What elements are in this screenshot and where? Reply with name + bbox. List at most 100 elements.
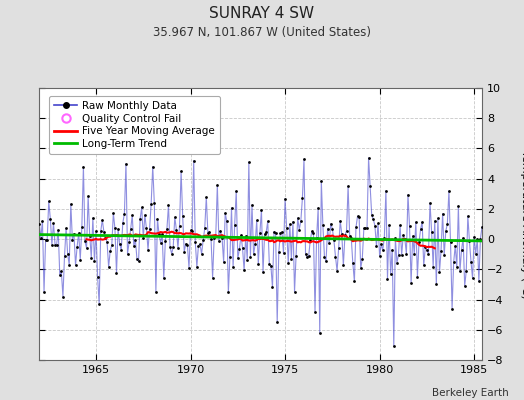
Point (220, 259, 228, 265)
Point (396, 222, 405, 228)
Point (260, 231, 269, 237)
Point (418, 218, 427, 225)
Point (431, 218, 439, 224)
Point (180, 248, 189, 255)
Point (273, 319, 281, 326)
Point (439, 210, 447, 217)
Point (79, 163, 88, 170)
Point (417, 226, 425, 232)
Point (158, 231, 167, 238)
Point (423, 247, 431, 253)
Point (278, 229, 286, 235)
Point (424, 251, 433, 257)
Point (443, 221, 452, 227)
Point (314, 205, 322, 211)
Text: Berkeley Earth: Berkeley Earth (432, 388, 508, 398)
Point (109, 210, 117, 216)
Point (259, 268, 267, 275)
Point (254, 260, 263, 267)
Point (301, 251, 310, 258)
Point (465, 237, 474, 244)
Point (290, 289, 299, 295)
Point (89, 215, 97, 221)
Legend: Raw Monthly Data, Quality Control Fail, Five Year Moving Average, Long-Term Tren: Raw Monthly Data, Quality Control Fail, … (49, 96, 220, 154)
Point (276, 230, 285, 236)
Point (426, 200, 434, 206)
Point (284, 260, 292, 266)
Point (60, 253, 69, 260)
Point (275, 249, 283, 256)
Point (472, 250, 480, 257)
Point (315, 330, 324, 336)
Point (399, 232, 408, 238)
Point (95, 301, 103, 307)
Point (303, 254, 311, 260)
Point (213, 182, 222, 188)
Point (209, 274, 217, 281)
Point (434, 215, 442, 222)
Point (320, 254, 329, 260)
Point (359, 225, 368, 232)
Point (56, 272, 64, 278)
Point (385, 222, 393, 228)
Point (38, 218, 47, 224)
Point (331, 254, 340, 260)
Point (339, 262, 347, 268)
Point (142, 225, 150, 232)
Point (386, 270, 395, 277)
Point (182, 240, 190, 247)
Point (363, 225, 371, 232)
Point (161, 238, 170, 244)
Point (145, 225, 154, 232)
Point (264, 218, 272, 224)
Point (131, 237, 139, 243)
Point (45, 198, 53, 204)
Point (185, 264, 193, 271)
Point (90, 258, 99, 264)
Point (470, 234, 478, 240)
Point (144, 246, 152, 253)
Point (295, 226, 303, 233)
Point (306, 237, 314, 243)
Point (462, 268, 471, 274)
Point (297, 218, 305, 224)
Point (104, 264, 113, 270)
Point (125, 239, 133, 246)
Point (84, 193, 92, 199)
Point (234, 255, 242, 262)
Point (188, 228, 196, 234)
Point (348, 260, 357, 266)
Point (204, 230, 212, 236)
Point (126, 226, 135, 232)
Point (245, 159, 253, 165)
Point (101, 235, 110, 241)
Point (337, 231, 346, 238)
Point (265, 261, 274, 267)
Point (199, 237, 208, 244)
Point (468, 275, 477, 282)
Point (160, 275, 168, 282)
Point (235, 246, 244, 253)
Point (372, 243, 380, 249)
Point (49, 220, 58, 226)
Point (445, 188, 453, 194)
Point (93, 274, 102, 280)
Point (248, 202, 256, 208)
Point (98, 217, 106, 223)
Point (198, 251, 206, 257)
Point (35, 221, 43, 227)
Point (183, 242, 192, 248)
Point (361, 225, 369, 232)
Point (123, 250, 132, 257)
Point (271, 230, 280, 236)
Point (240, 267, 248, 274)
Point (251, 241, 259, 248)
Point (282, 225, 291, 231)
Point (304, 252, 313, 259)
Point (140, 212, 149, 218)
Point (415, 239, 423, 246)
Point (46, 215, 54, 222)
Point (435, 269, 444, 276)
Point (169, 244, 178, 250)
Point (262, 229, 270, 236)
